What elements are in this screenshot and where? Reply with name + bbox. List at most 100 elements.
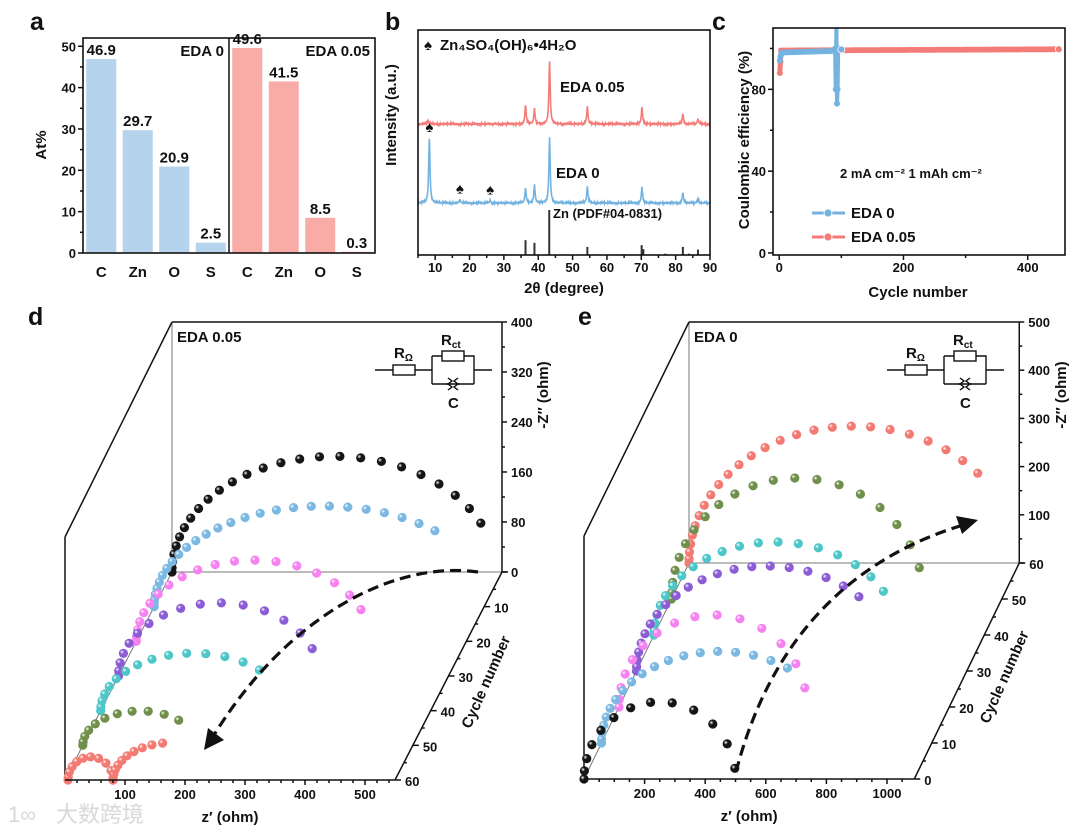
panel-label-a: a	[30, 8, 45, 36]
impedance-point	[690, 612, 700, 622]
impedance-point	[663, 655, 674, 666]
impedance-point	[640, 629, 650, 639]
zimag-tick-label: 400	[511, 315, 533, 330]
impedance-point	[827, 422, 837, 432]
impedance-point	[203, 494, 213, 504]
impedance-point	[713, 646, 723, 657]
impedance-point	[768, 475, 778, 485]
impedance-point	[94, 753, 104, 764]
zimag-axis-label: -Z″ (ohm)	[1053, 361, 1070, 428]
impedance-point	[601, 712, 611, 722]
r-ct-label: Rct	[953, 332, 973, 351]
impedance-point	[846, 421, 856, 431]
impedance-point	[430, 526, 440, 536]
y-tick-label: 50	[62, 39, 76, 54]
impedance-point	[250, 555, 260, 565]
impedance-point	[637, 669, 647, 679]
bar-value-label: 49.6	[233, 31, 262, 48]
nyquist-series-cycle-60	[63, 738, 168, 785]
impedance-point	[229, 556, 240, 566]
x-tick-label: 50	[565, 260, 579, 275]
impedance-point	[735, 614, 745, 624]
impedance-point	[684, 554, 694, 564]
impedance-point	[813, 543, 824, 553]
impedance-point	[213, 523, 223, 533]
impedance-point	[279, 615, 289, 625]
zreal-tick-label: 200	[634, 786, 656, 801]
cycle-tick-label: 0	[924, 773, 931, 788]
bar-c	[232, 47, 263, 253]
impedance-point	[295, 454, 305, 464]
impedance-point	[632, 662, 642, 672]
impedance-point	[973, 468, 983, 478]
impedance-point	[941, 445, 951, 455]
y-tick-label: 10	[62, 205, 76, 220]
zimag-axis-label: -Z″ (ohm)	[535, 361, 552, 428]
cycle-tick-label: 30	[458, 670, 472, 685]
impedance-point	[800, 683, 810, 693]
x-tick-label: 80	[668, 260, 682, 275]
x-tick-label: 200	[893, 260, 915, 275]
bar-value-label: 2.5	[200, 226, 221, 243]
y-tick-label: 0	[759, 246, 766, 261]
x-axis-label: 2θ (degree)	[524, 280, 604, 297]
impedance-point	[712, 569, 723, 579]
impedance-point	[129, 746, 139, 757]
impedance-point	[620, 669, 630, 679]
zimag-tick-label: 160	[511, 465, 533, 480]
impedance-point	[361, 504, 371, 514]
impedance-point	[124, 638, 134, 648]
impedance-point	[855, 489, 866, 499]
x-axis-label: Cycle number	[868, 284, 967, 301]
zimag-tick-label: 200	[1028, 460, 1050, 475]
cycle-tick-label: 20	[959, 701, 973, 716]
impedance-point	[833, 550, 843, 560]
reference-label: Zn (PDF#04-0831)	[553, 206, 662, 221]
impedance-point	[259, 606, 270, 616]
y-axis-label: At%	[33, 130, 50, 159]
panel-a-bar-chart: 46.9 C 29.7 Zn 20.9 O 2.5 S EDA 0 49.6 C 41.5 Zn 8.5 O…	[33, 31, 376, 281]
impedance-point	[695, 648, 705, 658]
impedance-point	[216, 598, 226, 608]
impedance-point	[878, 586, 889, 596]
zreal-axis-label: z′ (ohm)	[202, 809, 259, 826]
zimag-tick-label: 300	[1028, 411, 1050, 426]
xrd-pattern-eda-0	[417, 137, 711, 207]
impedance-point	[397, 462, 407, 472]
impedance-point	[90, 719, 100, 729]
impedance-point	[649, 662, 660, 672]
impedance-point	[684, 547, 695, 557]
impedance-point	[689, 705, 699, 715]
watermark: 1∞ 大数跨境	[8, 802, 144, 827]
impedance-point	[343, 502, 353, 512]
impedance-point	[345, 590, 355, 600]
impedance-point	[162, 563, 172, 574]
y-axis-label: Intensity (a.u.)	[383, 64, 400, 166]
impedance-point	[596, 725, 606, 736]
bar-value-label: 20.9	[160, 150, 189, 167]
zreal-tick-label: 600	[755, 786, 777, 801]
impedance-point	[790, 473, 800, 483]
impedance-point	[660, 591, 671, 601]
impedance-point	[242, 469, 252, 479]
cycle-tick-label: 10	[942, 737, 956, 752]
impedance-point	[784, 562, 794, 573]
impedance-point	[258, 463, 268, 473]
x-tick-label: Zn	[275, 264, 293, 281]
impedance-point	[809, 425, 819, 435]
impedance-point	[730, 489, 740, 499]
panel-label-c: c	[712, 8, 726, 36]
impedance-point	[379, 508, 389, 518]
impedance-point	[195, 599, 205, 609]
impedance-point	[307, 644, 317, 654]
impedance-point	[147, 654, 157, 664]
nyquist-series-cycle-10	[596, 646, 793, 748]
trend-arrow-path	[734, 524, 961, 773]
y-tick-label: 40	[62, 81, 76, 96]
bar-o	[159, 166, 190, 253]
ce-point	[1054, 45, 1063, 54]
impedance-point	[194, 503, 204, 514]
nyquist-series-cycle-40	[96, 648, 264, 716]
impedance-point	[587, 740, 597, 750]
